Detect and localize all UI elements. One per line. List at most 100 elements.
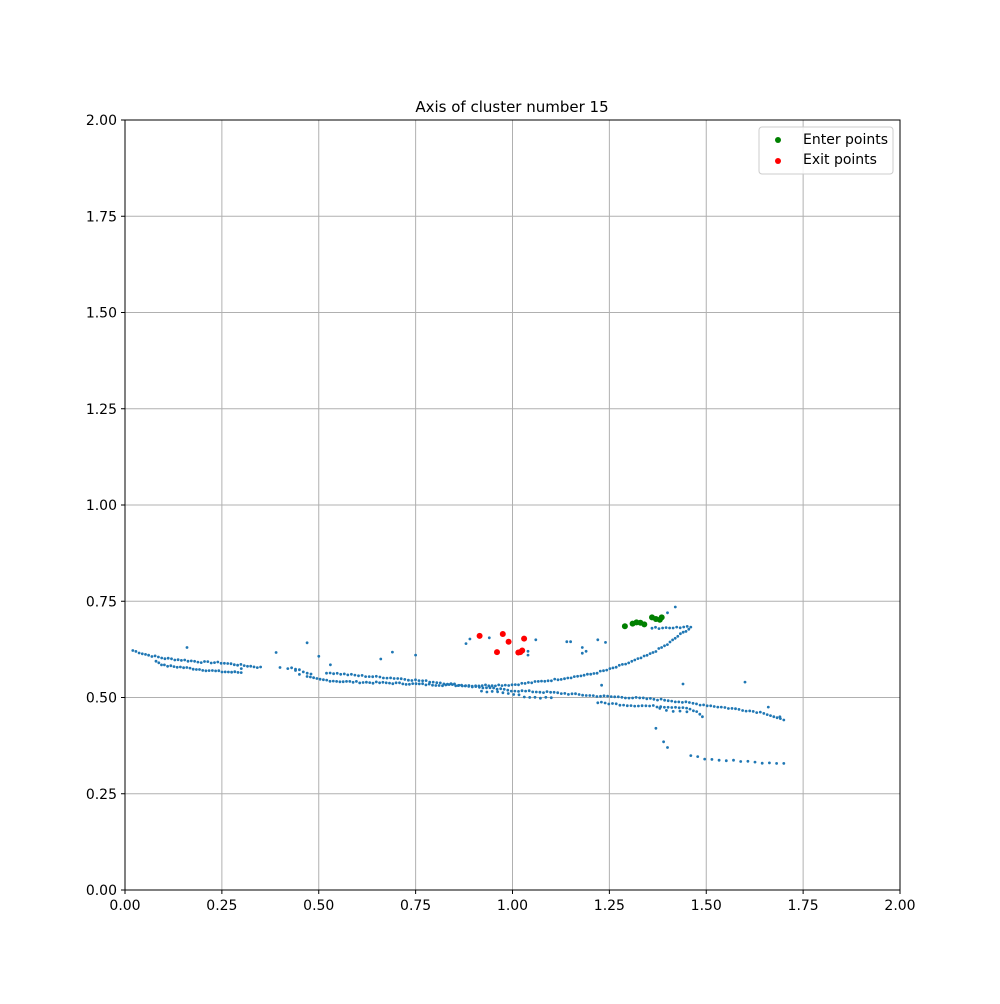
axis-point [336,672,339,675]
axis-point [553,691,556,694]
axis-point [570,677,573,680]
axis-point [306,675,309,678]
axis-point [678,706,681,709]
axis-point [530,681,533,684]
axis-point [488,636,491,639]
axis-point [645,697,648,700]
axis-point [759,711,762,714]
axis-point [731,707,734,710]
axis-point [599,695,602,698]
axis-point [610,695,613,698]
axis-point [478,686,481,689]
axis-point [653,698,656,701]
axis-point [550,696,553,699]
axis-point [141,652,144,655]
axis-point [325,679,328,682]
axis-point [208,669,211,672]
axis-point [216,661,219,664]
axis-point [203,660,206,663]
axis-point [400,677,403,680]
axis-point [528,696,531,699]
axis-point [576,675,579,678]
axis-point [309,676,312,679]
axis-point [609,667,612,670]
axis-point [741,709,744,712]
axis-point [692,702,695,705]
axis-point [322,678,325,681]
axis-point [286,667,289,670]
axis-point [676,635,679,638]
axis-point [553,678,556,681]
axis-point [752,710,755,713]
axis-point [640,657,643,660]
axis-point [588,694,591,697]
axis-point [154,655,157,658]
axis-point [375,681,378,684]
axis-point [689,754,692,757]
axis-point [674,706,677,709]
axis-point [602,669,605,672]
axis-point [596,672,599,675]
exit-point [500,631,506,637]
legend-label-exit: Exit points [803,152,877,168]
axis-point [607,703,610,706]
axis-point [290,666,293,669]
axis-point [633,705,636,708]
x-tick-label: 1.50 [691,898,722,914]
axis-point [699,704,702,707]
axis-point [637,705,640,708]
axis-point [211,669,214,672]
x-tick-label: 0.75 [400,898,431,914]
axis-point [502,691,505,694]
axis-point [779,715,782,718]
axis-point [405,683,408,686]
axis-point [660,698,663,701]
axis-point [656,699,659,702]
axis-point [658,707,661,710]
axis-point [646,654,649,657]
axis-point [670,700,673,703]
axis-point [642,697,645,700]
axis-point [372,682,375,685]
axis-point [666,611,669,614]
axis-point [434,684,437,687]
axis-point [520,682,523,685]
axis-point [581,646,584,649]
axis-point [186,646,189,649]
axis-point [689,708,692,711]
axis-point [621,663,624,666]
enter-point [622,623,628,629]
axis-point [391,651,394,654]
axis-point [332,672,335,675]
axis-point [747,760,750,763]
axis-point [317,655,320,658]
axis-point [648,705,651,708]
axis-point [460,684,463,687]
axis-point [663,699,666,702]
axis-point [240,671,243,674]
axis-point [224,671,227,674]
axis-point [421,682,424,685]
axis-point [527,650,530,653]
axis-point [361,674,364,677]
axis-point [319,678,322,681]
axis-point [613,695,616,698]
axis-point [379,676,382,679]
axis-point [563,677,566,680]
axis-point [364,675,367,678]
axis-point [641,704,644,707]
axis-point [157,661,160,664]
axis-point [391,682,394,685]
axis-point [626,704,629,707]
axis-point [298,668,301,671]
axis-point [167,657,170,660]
axis-point [556,691,559,694]
axis-point [514,683,517,686]
axis-point [734,707,737,710]
axis-point [605,669,608,672]
axis-point [738,708,741,711]
axis-point [706,704,709,707]
axis-point [606,695,609,698]
axis-point [190,660,193,663]
axis-point [627,662,630,665]
